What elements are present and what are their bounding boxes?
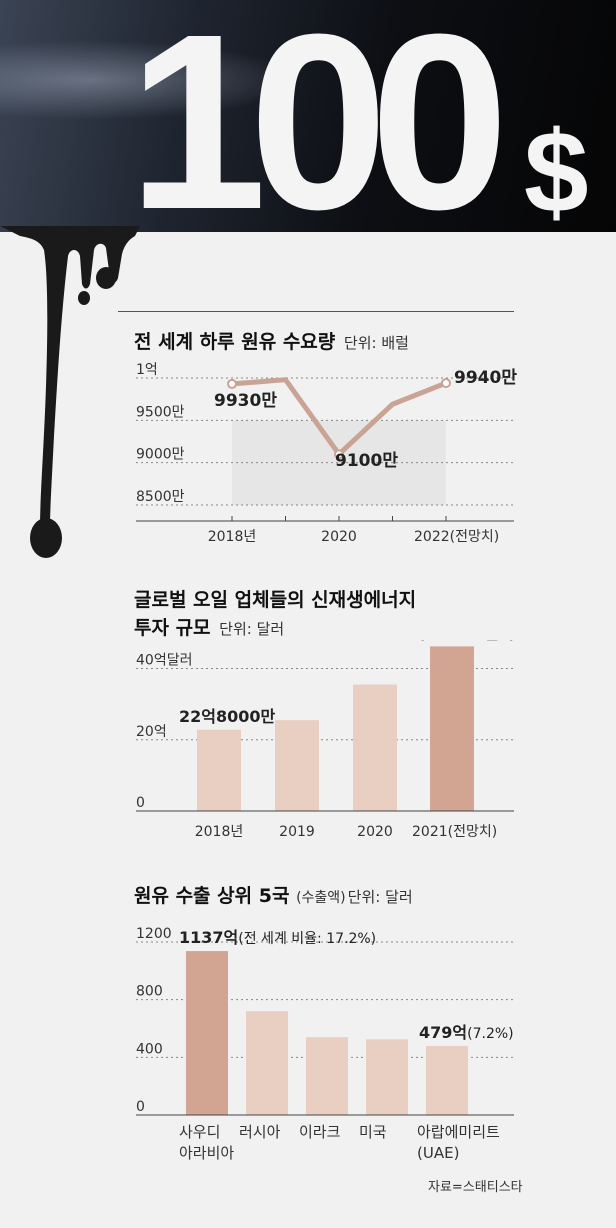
data-point-marker [441, 378, 451, 389]
hero-price-number: 100 [128, 0, 509, 232]
export-bar [426, 1045, 468, 1115]
export-bar [246, 1011, 288, 1115]
data-label-value: 1137억 [179, 928, 238, 947]
y-tick-label: 9000만 [136, 447, 185, 463]
investment-bar [430, 646, 474, 811]
data-label-value: 479억 [419, 1023, 467, 1042]
chart1-title: 전 세계 하루 원유 수요량 단위: 배럴 [134, 330, 409, 355]
chart3-title-text: 원유 수출 상위 5국 [134, 885, 290, 907]
oil-drip-illustration [0, 226, 140, 558]
x-tick-label: 이라크 [299, 1123, 340, 1141]
data-label: 9100만 [335, 451, 398, 471]
y-tick-label: 8500만 [136, 489, 185, 505]
export-bar [366, 1039, 408, 1115]
chart3-unit-prefix: (수출액) [296, 890, 346, 906]
chart2-title-text: 투자 규모 [134, 617, 211, 639]
investment-bar [197, 729, 241, 811]
hero-currency-symbol: $ [524, 107, 589, 232]
hero-banner: 100 $ [0, 0, 616, 232]
section-divider [118, 311, 514, 312]
chart2-unit: 단위: 달러 [219, 620, 285, 638]
data-label: 9940만 [454, 368, 517, 388]
y-tick-label: 800 [136, 984, 163, 1000]
data-label-note: (전 세계 비율: 17.2%) [238, 931, 376, 947]
oil-drop-large [30, 518, 62, 558]
data-label: 479억(7.2%) [419, 1023, 514, 1042]
y-tick-label: 0 [136, 795, 145, 811]
x-tick-label: 2022(전망치) [414, 529, 499, 545]
x-tick-label: 2019 [279, 824, 315, 840]
y-tick-label: 40억달러 [136, 653, 192, 669]
export-bar [306, 1037, 348, 1115]
chart3-unit: 단위: 달러 [347, 888, 413, 906]
y-tick-label: 400 [136, 1041, 163, 1057]
source-credit: 자료=스태티스타 [428, 1180, 523, 1195]
oil-drop-medium [96, 267, 116, 289]
y-tick-label: 1200 [136, 926, 172, 942]
x-tick-label: 2018년 [195, 824, 244, 840]
investment-bar [275, 720, 319, 811]
data-label: 9930만 [214, 391, 277, 411]
y-tick-label: 0 [136, 1099, 145, 1115]
y-tick-label: 20억 [136, 724, 167, 740]
export-bar [186, 951, 228, 1115]
investment-bar [353, 684, 397, 811]
chart2-title-line1: 글로벌 오일 업체들의 신재생에너지 [134, 589, 417, 611]
y-tick-label: 9500만 [136, 404, 185, 420]
data-label-note: (7.2%) [467, 1026, 514, 1042]
data-point-marker [334, 449, 344, 460]
demand-line-chart: 1억 9500만 9000만 8500만 2018년 2020 2022(전망치) 9930만… [136, 362, 517, 545]
chart1-title-text: 전 세계 하루 원유 수요량 [134, 331, 336, 353]
data-label: 46억2000만달러 [388, 640, 514, 642]
x-tick-label: 미국 [359, 1123, 387, 1141]
hero-background-image [0, 40, 300, 120]
chart3-title: 원유 수출 상위 5국 (수출액) 단위: 달러 [134, 884, 413, 910]
renewable-investment-bar-chart: 40억달러 20억 0 2018년 2019 2020 2021(전망치) 22억8000만 4… [136, 640, 514, 840]
x-tick-label: 아랍에미리트 [417, 1123, 500, 1141]
x-tick-label: (UAE) [417, 1144, 459, 1162]
oil-drop-small [78, 291, 90, 305]
x-tick-label: 2020 [321, 529, 357, 545]
x-tick-label: 2018년 [208, 529, 257, 545]
x-tick-label: 2021(전망치) [412, 824, 497, 840]
x-tick-label: 러시아 [239, 1123, 281, 1141]
x-tick-label: 사우디 [179, 1123, 220, 1141]
chart2-title-line2: 투자 규모 단위: 달러 [134, 616, 284, 641]
data-label: 1137억(전 세계 비율: 17.2%) [179, 928, 376, 947]
x-tick-label: 아라비아 [179, 1144, 234, 1162]
y-tick-label: 1억 [136, 362, 158, 378]
x-tick-label: 2020 [357, 824, 393, 840]
data-label: 22억8000만 [179, 707, 276, 726]
chart1-unit: 단위: 배럴 [343, 334, 409, 352]
data-point-marker [227, 378, 237, 389]
